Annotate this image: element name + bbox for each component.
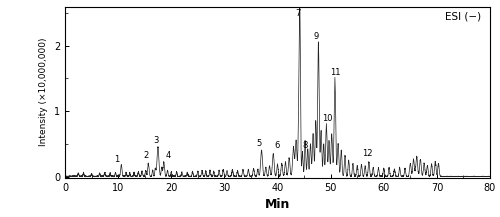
Text: 6: 6: [275, 141, 280, 150]
Text: 2: 2: [143, 151, 148, 160]
Text: 8: 8: [302, 141, 308, 150]
Text: 4: 4: [166, 151, 171, 160]
X-axis label: Min: Min: [265, 198, 290, 211]
Y-axis label: Intensity (×10,000,000): Intensity (×10,000,000): [40, 38, 48, 146]
Text: ESI (−): ESI (−): [446, 12, 482, 22]
Text: 10: 10: [322, 114, 332, 123]
Text: 9: 9: [313, 32, 318, 41]
Text: 11: 11: [330, 68, 340, 77]
Text: 3: 3: [154, 136, 159, 145]
Text: 5: 5: [256, 139, 262, 148]
Text: 7: 7: [295, 9, 300, 18]
Text: 12: 12: [362, 149, 373, 158]
Text: 1: 1: [114, 155, 119, 164]
